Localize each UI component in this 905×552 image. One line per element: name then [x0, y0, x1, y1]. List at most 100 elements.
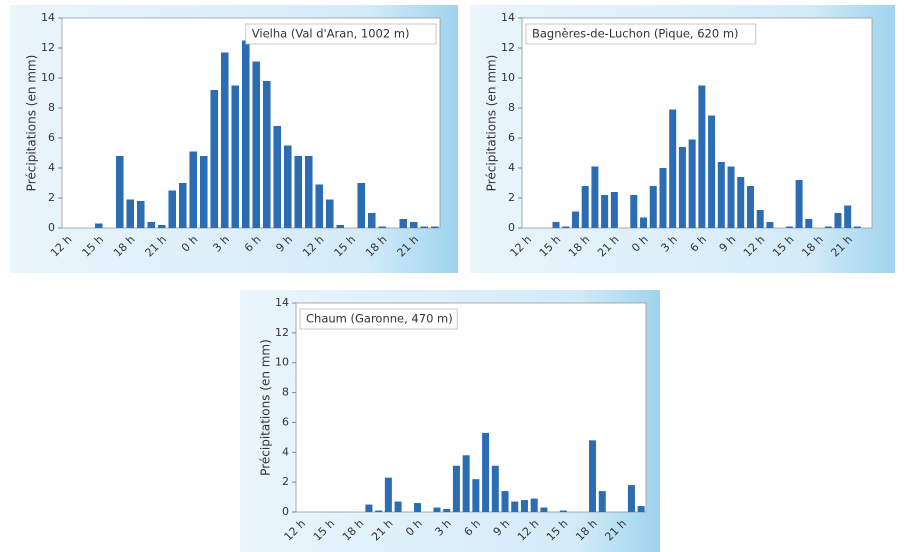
bar	[756, 210, 764, 228]
bar	[669, 109, 677, 228]
y-tick-label: 4	[282, 445, 289, 458]
bar	[834, 213, 842, 228]
bar	[433, 507, 441, 512]
bar	[252, 61, 261, 228]
bar	[805, 219, 813, 228]
y-tick-label: 12	[41, 41, 55, 54]
bar	[94, 223, 103, 228]
bar	[766, 222, 774, 228]
bar	[598, 491, 606, 512]
bar	[589, 440, 597, 512]
y-tick-label: 4	[48, 161, 55, 174]
bar	[399, 219, 408, 228]
bar	[659, 168, 667, 228]
bar	[853, 226, 861, 228]
y-axis-label: Précipitations (en mm)	[259, 339, 273, 476]
y-tick-label: 14	[275, 296, 289, 309]
bar	[571, 211, 579, 228]
bar	[210, 90, 219, 228]
bar	[357, 183, 366, 228]
y-tick-label: 12	[275, 326, 289, 339]
y-axis-label: Précipitations (en mm)	[485, 55, 499, 192]
y-tick-label: 2	[282, 475, 289, 488]
y-tick-label: 6	[508, 131, 515, 144]
bar	[220, 52, 229, 228]
bar	[443, 509, 451, 512]
bar	[365, 504, 373, 512]
bar	[304, 156, 313, 228]
y-tick-label: 4	[508, 161, 515, 174]
bar	[649, 186, 657, 228]
title-box	[245, 23, 437, 45]
bar	[430, 226, 439, 228]
bar	[336, 225, 345, 228]
bar	[552, 222, 560, 228]
bar	[325, 199, 334, 228]
bar	[472, 479, 480, 512]
bar	[283, 145, 292, 228]
y-tick-label: 6	[282, 415, 289, 428]
bar	[241, 40, 250, 228]
bar	[491, 465, 499, 512]
bar	[394, 501, 402, 512]
y-tick-label: 8	[282, 386, 289, 399]
bar	[844, 205, 852, 228]
y-tick-label: 6	[48, 131, 55, 144]
bar	[147, 222, 156, 228]
bar	[601, 195, 609, 228]
bar	[610, 192, 618, 228]
bar	[737, 177, 745, 228]
bar	[630, 195, 638, 228]
bar	[462, 455, 470, 512]
bar	[375, 510, 383, 512]
bar	[511, 501, 519, 512]
bar	[795, 180, 803, 228]
bar	[824, 226, 832, 228]
bar	[727, 166, 735, 228]
bar	[746, 186, 754, 228]
bar	[157, 225, 166, 228]
y-tick-label: 12	[501, 41, 515, 54]
bar	[367, 213, 376, 228]
y-tick-label: 10	[501, 71, 515, 84]
bar	[562, 226, 570, 228]
bar	[530, 498, 538, 512]
bar	[452, 465, 460, 512]
bar	[688, 139, 696, 228]
bar	[540, 507, 548, 512]
plot-area	[295, 302, 647, 513]
bar	[409, 222, 418, 228]
bar	[640, 217, 648, 228]
bar	[378, 226, 387, 228]
bar	[420, 226, 429, 228]
bar	[637, 506, 645, 512]
y-tick-label: 8	[48, 101, 55, 114]
bar	[559, 510, 567, 512]
bar	[115, 156, 124, 228]
bar	[189, 151, 198, 228]
y-axis-label: Précipitations (en mm)	[25, 55, 39, 192]
bar	[168, 190, 177, 228]
bar	[199, 156, 208, 228]
chart-title: Bagnères-de-Luchon (Pique, 620 m)	[532, 27, 739, 41]
bar	[708, 115, 716, 228]
y-tick-label: 0	[508, 221, 515, 234]
bar	[627, 485, 635, 512]
bar	[231, 85, 240, 228]
y-tick-label: 10	[275, 356, 289, 369]
chart-title: Chaum (Garonne, 470 m)	[306, 312, 453, 326]
plot-area	[61, 17, 441, 229]
y-tick-label: 0	[48, 221, 55, 234]
bar	[698, 85, 706, 228]
bar	[178, 183, 187, 228]
bar	[501, 491, 509, 512]
y-tick-label: 2	[48, 191, 55, 204]
y-tick-label: 14	[501, 11, 515, 24]
bar	[273, 126, 282, 228]
title-box	[299, 308, 458, 330]
title-box	[525, 23, 757, 45]
bar	[126, 199, 135, 228]
bar	[294, 156, 303, 228]
bar	[581, 186, 589, 228]
